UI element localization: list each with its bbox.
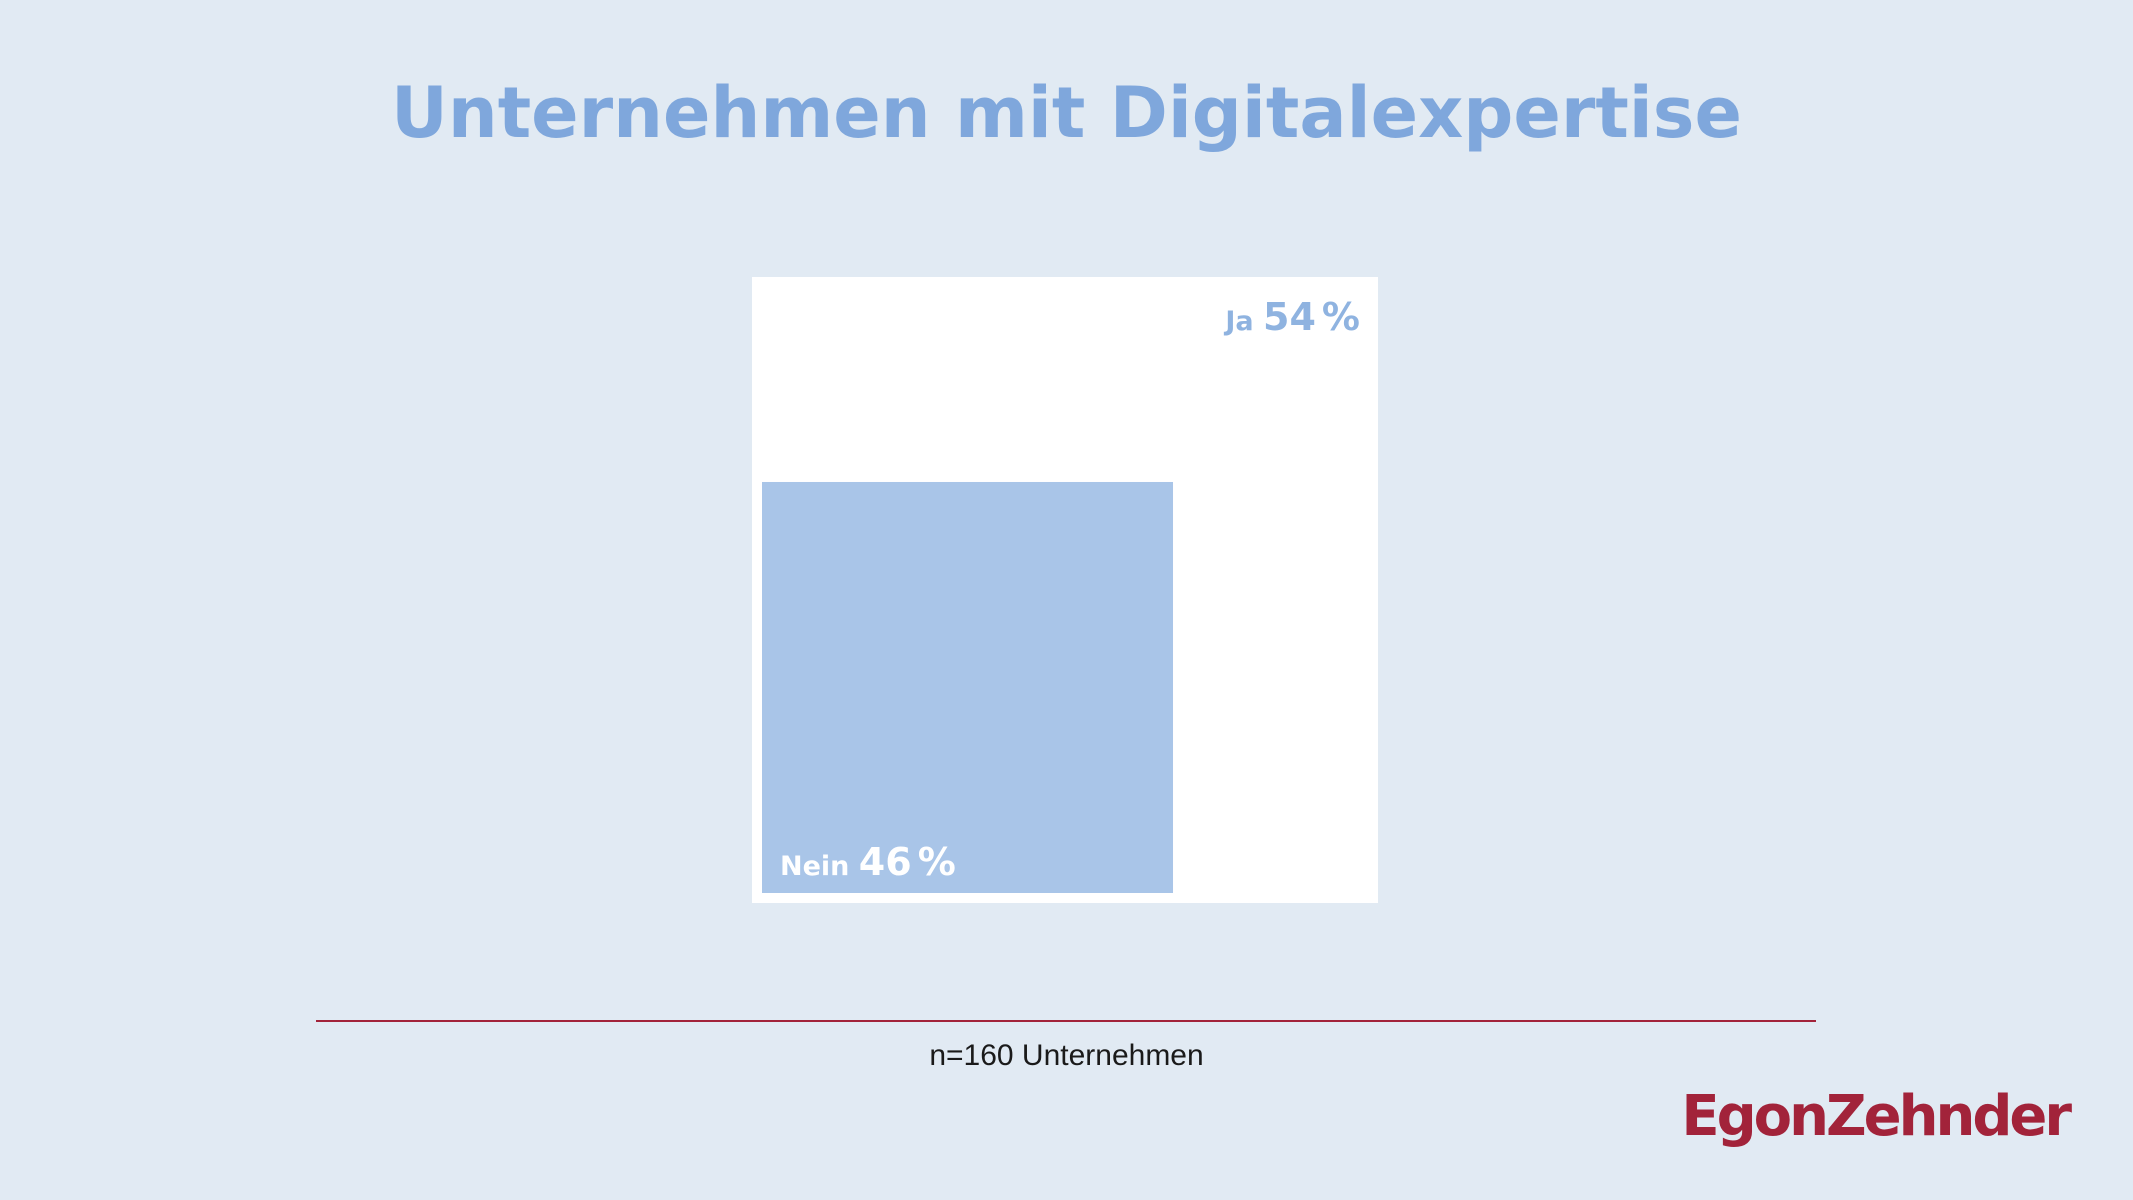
footer-divider	[316, 1020, 1816, 1022]
label-ja: Ja 54%	[1223, 295, 1360, 339]
label-nein: Nein 46%	[780, 840, 956, 884]
chart-title: Unternehmen mit Digitalexpertise	[391, 72, 1742, 154]
treemap-chart: Ja 54% Nein 46%	[752, 277, 1378, 903]
segment-nein	[762, 481, 1174, 893]
chart-svg: Ja 54 % Nein 46%	[752, 277, 1378, 903]
egon-zehnder-logo: EgonZehnder	[1681, 1084, 2072, 1149]
sample-size-note: n=160 Unternehmen	[929, 1039, 1204, 1072]
